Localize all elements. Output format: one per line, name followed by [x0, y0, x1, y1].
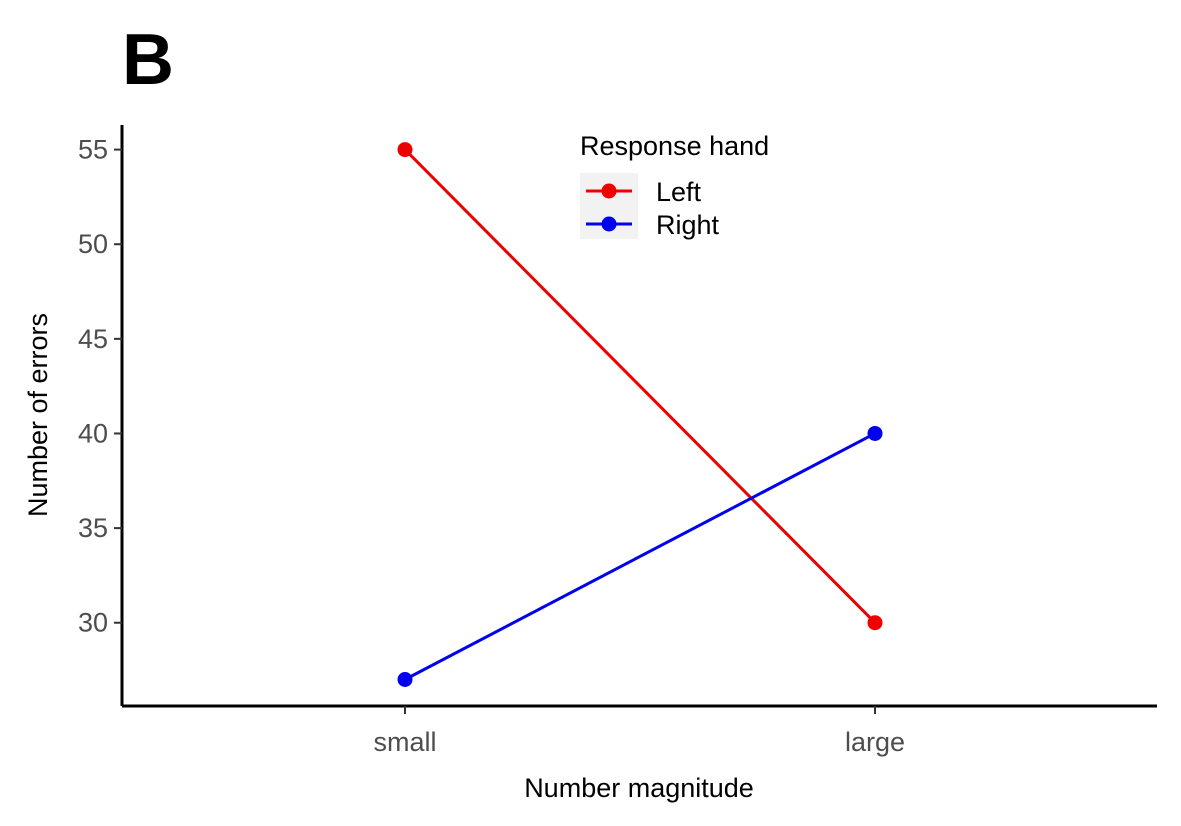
data-point-right — [397, 672, 413, 688]
y-axis-title: Number of errors — [23, 313, 53, 517]
series-line-left — [403, 148, 877, 624]
y-tick-label: 35 — [78, 513, 108, 543]
x-axis-title: Number magnitude — [524, 773, 754, 803]
series-line-right — [404, 432, 876, 681]
legend-title: Response hand — [580, 131, 769, 161]
data-point-left — [867, 615, 883, 631]
y-tick-label: 40 — [78, 418, 108, 448]
y-tick-label: 55 — [78, 135, 108, 165]
series-layer — [397, 142, 883, 688]
data-point-right — [867, 425, 883, 441]
y-tick-label: 30 — [78, 608, 108, 638]
x-tick-label: small — [373, 727, 436, 757]
x-tick-label: large — [845, 727, 905, 757]
y-axis: 30 35 40 45 50 55 — [78, 125, 124, 706]
legend-label-right: Right — [656, 210, 720, 240]
legend-label-left: Left — [656, 177, 702, 207]
legend-key-point-left — [601, 183, 617, 199]
data-point-left — [397, 142, 413, 158]
y-tick-label: 50 — [78, 229, 108, 259]
y-tick-label: 45 — [78, 324, 108, 354]
x-axis: small large — [122, 704, 1157, 757]
legend-key-point-right — [601, 216, 617, 232]
panel-label: B — [122, 20, 174, 100]
